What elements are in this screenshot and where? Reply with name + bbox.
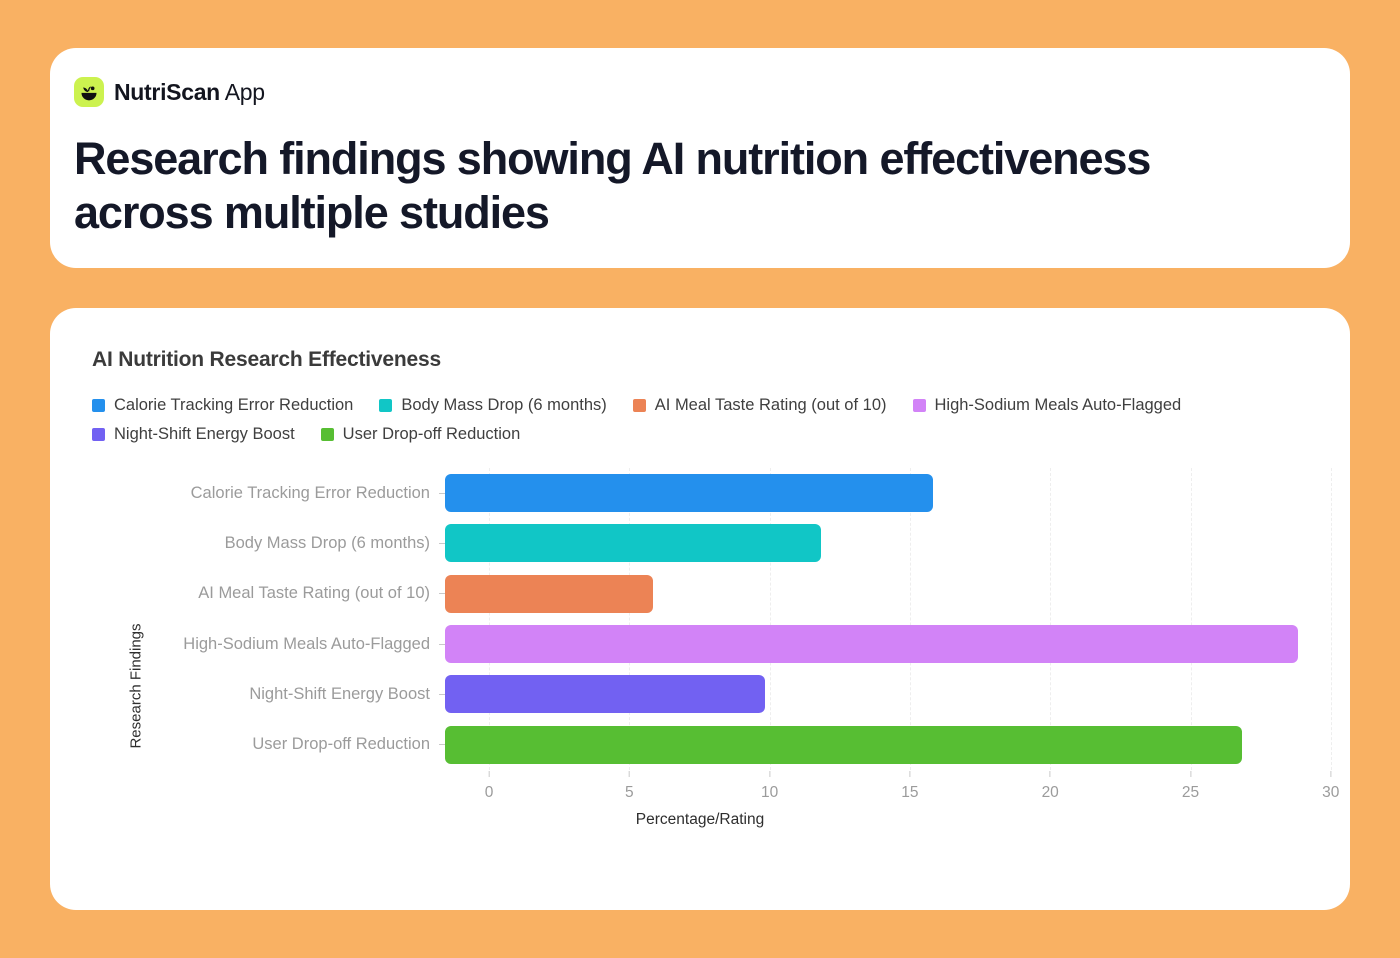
bar-row: High-Sodium Meals Auto-Flagged <box>50 619 1350 669</box>
chart-legend: Calorie Tracking Error Reduction Body Mas… <box>92 396 1330 444</box>
y-axis-tick-mark <box>439 693 445 695</box>
legend-item[interactable]: High-Sodium Meals Auto-Flagged <box>912 396 1182 415</box>
bar-track <box>445 719 1350 769</box>
x-axis-tick-label: 5 <box>624 784 634 801</box>
y-axis-tick-mark <box>439 643 445 645</box>
bar[interactable] <box>445 675 765 714</box>
brand: NutriScan App <box>74 74 1326 110</box>
bar[interactable] <box>445 524 821 563</box>
y-axis-tick-label: Calorie Tracking Error Reduction <box>190 483 430 502</box>
legend-item[interactable]: Night-Shift Energy Boost <box>92 425 295 444</box>
legend-label: High-Sodium Meals Auto-Flagged <box>934 396 1182 414</box>
y-axis-tick-label: Body Mass Drop (6 months) <box>224 533 430 552</box>
page-title: Research findings showing AI nutrition e… <box>74 133 1151 238</box>
y-axis-tick-label: High-Sodium Meals Auto-Flagged <box>183 634 430 653</box>
x-axis-tick-mark <box>488 771 490 777</box>
legend-item[interactable]: AI Meal Taste Rating (out of 10) <box>632 396 887 415</box>
legend-label: AI Meal Taste Rating (out of 10) <box>654 396 887 414</box>
bar-track <box>445 569 1350 619</box>
x-axis-tick-mark <box>1049 771 1051 777</box>
bar-track <box>445 518 1350 568</box>
y-axis-tick-label: Night-Shift Energy Boost <box>249 684 430 703</box>
y-axis-tick-mark <box>439 593 445 595</box>
x-axis-label: Percentage/Rating <box>635 811 765 828</box>
legend-swatch-icon <box>379 399 393 412</box>
legend-label: Calorie Tracking Error Reduction <box>114 396 354 414</box>
bar-row: Calorie Tracking Error Reduction <box>50 468 1350 518</box>
legend-swatch-icon <box>632 399 646 412</box>
x-axis-tick-label: 25 <box>1181 784 1200 801</box>
brand-name-bold: NutriScan <box>114 78 220 105</box>
x-axis-tick: 10 <box>761 771 778 802</box>
y-axis-tick-mark <box>439 744 445 746</box>
bar-track <box>445 669 1350 719</box>
bar[interactable] <box>445 574 653 613</box>
legend-label: Body Mass Drop (6 months) <box>401 396 607 414</box>
x-axis-tick: 5 <box>625 771 634 802</box>
bar-row: Body Mass Drop (6 months) <box>50 518 1350 568</box>
legend-swatch-icon <box>92 399 105 412</box>
legend-swatch-icon <box>912 399 926 412</box>
bar-row: AI Meal Taste Rating (out of 10) <box>50 569 1350 619</box>
x-axis-tick-label: 30 <box>1322 784 1340 801</box>
x-axis-tick-mark <box>1190 771 1191 777</box>
y-axis-tick-label: AI Meal Taste Rating (out of 10) <box>198 584 430 603</box>
x-axis-tick-mark <box>909 771 911 777</box>
brand-name-light: App <box>224 78 265 105</box>
y-axis-tick-mark <box>439 542 445 544</box>
x-axis-tick-mark <box>628 771 630 777</box>
x-axis-tick-label: 20 <box>1041 784 1059 801</box>
legend-item[interactable]: Calorie Tracking Error Reduction <box>92 396 353 415</box>
salad-bowl-icon <box>74 77 104 107</box>
bar[interactable] <box>445 625 1299 664</box>
x-axis-tick: 30 <box>1322 771 1339 802</box>
chart-card: AI Nutrition Research Effectiveness Calo… <box>50 308 1350 910</box>
chart-title: AI Nutrition Research Effectiveness <box>92 348 441 371</box>
x-axis: 0 5 10 15 20 25 30 <box>50 771 1350 811</box>
header-card: NutriScan App Research findings showing … <box>50 48 1350 268</box>
x-axis-tick: 15 <box>901 771 919 802</box>
bar-row: User Drop-off Reduction <box>50 719 1350 769</box>
x-axis-tick-label: 15 <box>901 784 919 801</box>
bar[interactable] <box>445 725 1242 764</box>
bar-rows: Calorie Tracking Error Reduction Body Mas… <box>50 468 1350 770</box>
bar[interactable] <box>445 474 934 513</box>
bar-track <box>445 468 1350 518</box>
legend-swatch-icon <box>320 428 334 441</box>
plot-area: Research Findings Calorie Tracking Error… <box>50 468 1350 868</box>
legend-label: Night-Shift Energy Boost <box>114 425 295 443</box>
y-axis-tick-mark <box>439 492 445 494</box>
x-axis-tick: 25 <box>1182 771 1199 802</box>
bar-track <box>445 619 1350 669</box>
x-axis-tick-mark <box>769 771 771 777</box>
x-axis-tick: 20 <box>1042 771 1059 802</box>
legend-item[interactable]: Body Mass Drop (6 months) <box>379 396 607 415</box>
x-axis-tick-label: 0 <box>484 784 494 801</box>
legend-swatch-icon <box>92 428 105 441</box>
bar-row: Night-Shift Energy Boost <box>50 669 1350 719</box>
x-axis-tick-mark <box>1330 771 1332 777</box>
brand-name: NutriScan App <box>114 79 265 106</box>
x-axis-tick: 0 <box>484 771 494 802</box>
x-axis-tick-label: 10 <box>760 784 779 801</box>
legend-item[interactable]: User Drop-off Reduction <box>320 425 521 444</box>
y-axis-tick-label: User Drop-off Reduction <box>252 735 430 754</box>
legend-label: User Drop-off Reduction <box>342 425 521 443</box>
